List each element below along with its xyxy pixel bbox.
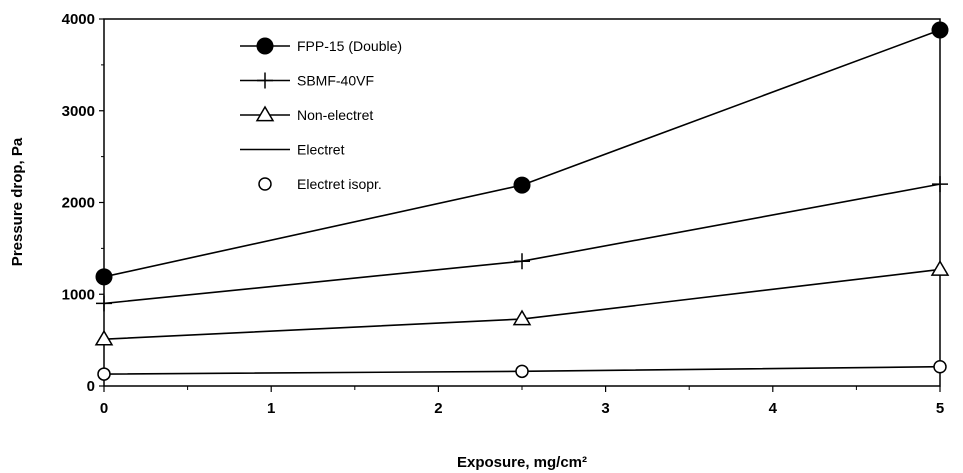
filled-circle-marker bbox=[931, 21, 949, 39]
x-tick-label: 1 bbox=[267, 400, 275, 417]
filled-circle-marker bbox=[256, 37, 274, 55]
legend-label: Electret bbox=[297, 142, 345, 158]
y-tick-label: 0 bbox=[87, 378, 95, 395]
open-circle-marker bbox=[933, 359, 947, 374]
filled-circle-marker bbox=[95, 268, 113, 286]
x-axis-ticks: 0 1 2 3 4 5 bbox=[100, 386, 944, 417]
series-line bbox=[103, 29, 941, 278]
series-markers bbox=[94, 21, 950, 381]
open-circle-marker bbox=[258, 177, 272, 191]
legend-label: Non-electret bbox=[297, 107, 373, 123]
series-line bbox=[103, 183, 941, 305]
legend-label: Electret isopr. bbox=[297, 176, 382, 192]
x-tick-label: 3 bbox=[601, 400, 609, 417]
x-tick-label: 5 bbox=[936, 400, 944, 417]
plus-marker bbox=[932, 176, 948, 193]
y-tick-label: 2000 bbox=[62, 195, 95, 212]
y-tick-label: 4000 bbox=[62, 11, 95, 28]
plus-marker bbox=[514, 253, 530, 270]
filled-circle-marker bbox=[513, 176, 531, 194]
legend-label: SBMF-40VF bbox=[297, 73, 374, 89]
x-tick-label: 4 bbox=[769, 400, 778, 417]
open-triangle-marker bbox=[930, 259, 950, 276]
x-tick-label: 2 bbox=[434, 400, 442, 417]
plot-frame bbox=[103, 18, 941, 387]
x-axis-title: Exposure, mg/cm² bbox=[457, 454, 587, 471]
legend: FPP-15 (Double) SBMF-40VF Non-electret Elec… bbox=[240, 37, 402, 192]
open-triangle-marker bbox=[512, 309, 532, 326]
y-axis-title: Pressure drop, Pa bbox=[9, 137, 26, 266]
series-line bbox=[103, 268, 941, 341]
legend-label: FPP-15 (Double) bbox=[297, 38, 402, 54]
y-tick-label: 1000 bbox=[62, 286, 95, 303]
plus-marker bbox=[257, 72, 273, 89]
x-tick-label: 0 bbox=[100, 400, 108, 417]
open-circle-marker bbox=[97, 367, 111, 381]
plus-marker bbox=[96, 295, 112, 312]
open-triangle-marker bbox=[94, 329, 114, 346]
open-triangle-marker bbox=[255, 105, 275, 122]
y-axis-ticks: 0 1000 2000 3000 4000 bbox=[62, 11, 104, 395]
open-circle-marker bbox=[515, 364, 529, 379]
y-tick-label: 3000 bbox=[62, 103, 95, 120]
